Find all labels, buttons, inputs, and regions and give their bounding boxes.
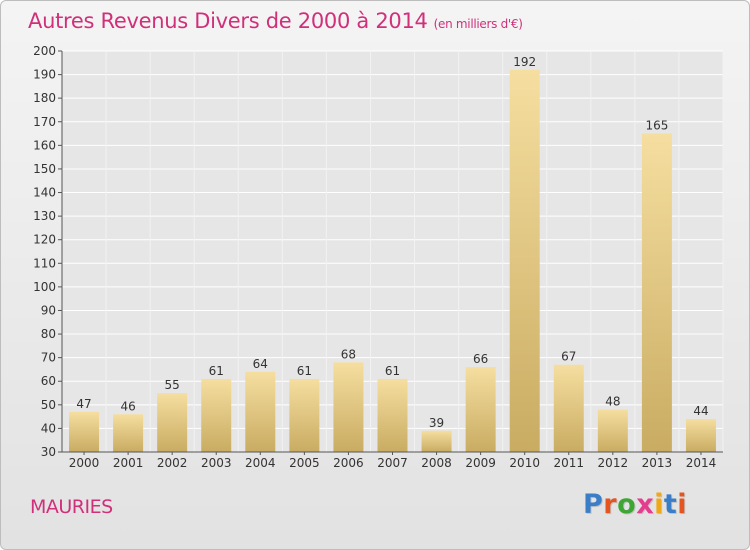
y-tick-label: 30 (41, 445, 56, 459)
x-tick-label: 2002 (157, 456, 188, 470)
bar (289, 378, 320, 452)
y-tick-label: 190 (33, 68, 56, 82)
y-tick-label: 200 (33, 44, 56, 58)
y-tick-label: 110 (33, 256, 56, 270)
y-tick-label: 130 (33, 209, 56, 223)
x-tick-label: 2009 (465, 456, 496, 470)
y-tick-label: 80 (41, 327, 56, 341)
logo-letter: t (663, 489, 678, 520)
y-tick-label: 150 (33, 162, 56, 176)
bar (333, 362, 364, 452)
x-tick-label: 2003 (201, 456, 232, 470)
x-tick-label: 2014 (686, 456, 717, 470)
bar (201, 378, 232, 452)
bar-value-label: 64 (253, 357, 268, 371)
bar-value-label: 61 (209, 364, 224, 378)
y-tick-label: 50 (41, 398, 56, 412)
y-tick-label: 40 (41, 421, 56, 435)
bar-value-label: 48 (605, 395, 620, 409)
y-tick-label: 170 (33, 115, 56, 129)
x-tick-label: 2008 (421, 456, 452, 470)
bar-value-label: 44 (693, 404, 708, 418)
bar-value-label: 165 (645, 119, 668, 133)
x-tick-label: 2011 (553, 456, 584, 470)
bar (113, 414, 144, 452)
bar (421, 430, 452, 452)
x-tick-label: 2001 (113, 456, 144, 470)
x-tick-label: 2005 (289, 456, 320, 470)
bar (641, 133, 672, 452)
x-tick-label: 2000 (69, 456, 100, 470)
axis-layer: 30 40 50 60 70 80 90 100 110 120 130 140 150 160 170 18… (33, 44, 723, 470)
x-tick-label: 2007 (377, 456, 408, 470)
bar (553, 364, 584, 452)
bar-value-label: 46 (120, 399, 135, 413)
bar (157, 393, 188, 452)
x-tick-label: 2004 (245, 456, 276, 470)
bar-value-label: 47 (76, 397, 91, 411)
y-tick-label: 140 (33, 186, 56, 200)
bar-value-label: 68 (341, 347, 356, 361)
chart-subtitle: (en milliers d'€) (433, 17, 523, 31)
bar-value-label: 192 (513, 55, 536, 69)
bar (377, 378, 408, 452)
y-tick-label: 100 (33, 280, 56, 294)
chart-title: Autres Revenus Divers de 2000 à 2014 (en … (28, 9, 523, 33)
bar-value-label: 39 (429, 416, 444, 430)
y-tick-label: 60 (41, 374, 56, 388)
logo-letter: x (636, 489, 655, 520)
x-tick-label: 2012 (598, 456, 629, 470)
bar (597, 409, 628, 452)
bar (509, 69, 540, 452)
logo-letter: P (583, 489, 604, 520)
bar (465, 367, 496, 452)
bar-value-label: 67 (561, 350, 576, 364)
bar (69, 411, 100, 452)
bar-value-label: 61 (297, 364, 312, 378)
bar-value-label: 61 (385, 364, 400, 378)
proxiti-logo[interactable]: Proxiti (583, 489, 687, 520)
x-tick-label: 2006 (333, 456, 364, 470)
bar (685, 418, 716, 452)
y-tick-label: 70 (41, 351, 56, 365)
chart-title-text: Autres Revenus Divers de 2000 à 2014 (28, 9, 428, 33)
y-tick-label: 90 (41, 303, 56, 317)
logo-letter: i (677, 489, 688, 520)
y-tick-label: 120 (33, 233, 56, 247)
logo-letter: i (654, 489, 664, 520)
y-tick-label: 160 (33, 138, 56, 152)
bar (245, 371, 276, 452)
x-tick-label: 2010 (509, 456, 540, 470)
y-tick-label: 180 (33, 91, 56, 105)
bars-layer (69, 69, 716, 452)
logo-letter: o (617, 489, 637, 520)
logo-letter: r (603, 489, 618, 520)
bar-value-label: 66 (473, 352, 488, 366)
x-tick-label: 2013 (642, 456, 673, 470)
commune-name: MAURIES (30, 496, 113, 518)
bar-value-label: 55 (165, 378, 180, 392)
